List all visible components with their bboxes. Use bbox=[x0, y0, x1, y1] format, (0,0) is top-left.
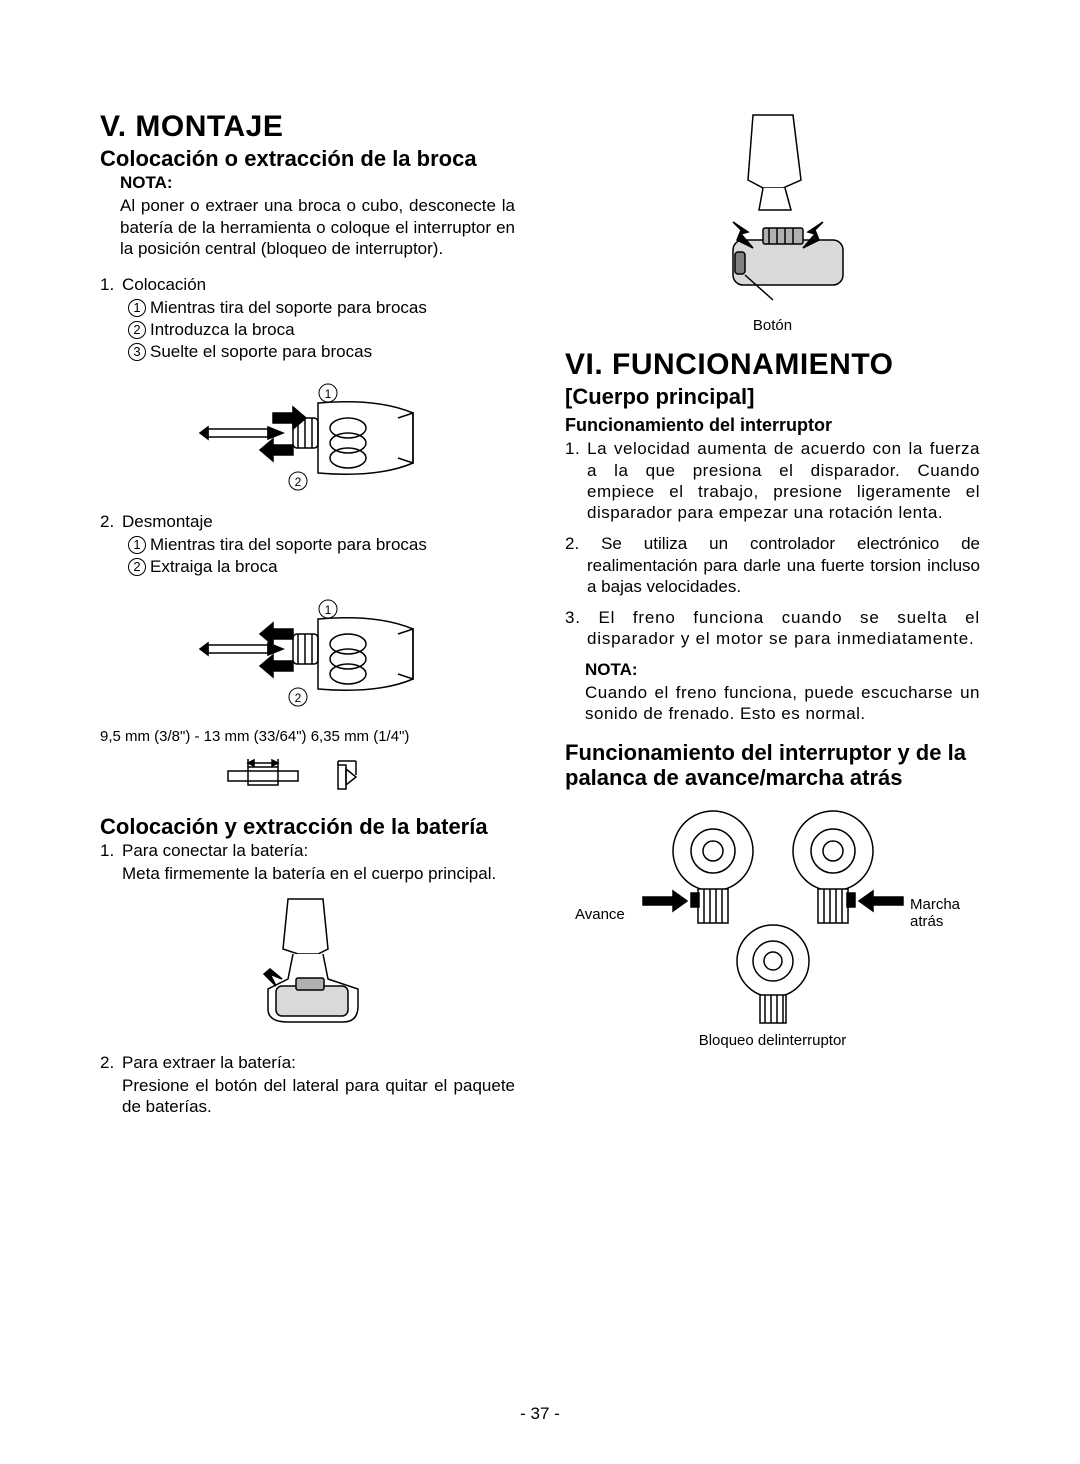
figure-remove-bit: 1 2 bbox=[100, 589, 515, 714]
battery-1-num: 1. bbox=[100, 841, 122, 861]
battery-step-2: 2.Para extraer la batería: bbox=[100, 1053, 515, 1073]
bit-dimensions: 9,5 mm (3/8") - 13 mm (33/64") 6,35 mm (… bbox=[100, 728, 515, 745]
circled-2-icon: 2 bbox=[128, 558, 146, 576]
func-p2: 2. Se utiliza un controlador electrónico… bbox=[565, 533, 980, 597]
lock-label: Bloqueo delinterruptor bbox=[565, 1032, 980, 1049]
step-1-label: Colocación bbox=[122, 275, 206, 294]
figure-attach-bit: 1 2 bbox=[100, 373, 515, 498]
battery-2-body: Presione el botón del lateral para quita… bbox=[122, 1075, 515, 1118]
step-1c-text: Suelte el soporte para brocas bbox=[150, 342, 372, 361]
step-1a: 1Mientras tira del soporte para brocas bbox=[128, 297, 515, 319]
step-2b-text: Extraiga la broca bbox=[150, 557, 278, 576]
step-1c: 3Suelte el soporte para brocas bbox=[128, 341, 515, 363]
subheading-bit-attach: Colocación o extracción de la broca bbox=[100, 146, 515, 171]
svg-text:2: 2 bbox=[294, 475, 301, 489]
svg-text:1: 1 bbox=[324, 387, 331, 401]
boton-label: Botón bbox=[565, 317, 980, 334]
step-2: 2.Desmontaje bbox=[100, 512, 515, 532]
figure-battery-remove: Botón bbox=[565, 110, 980, 334]
figure-fwd-rev: Avance Marcha atrás Bloqueo delinterrupt… bbox=[565, 801, 980, 1049]
battery-1-label: Para conectar la batería: bbox=[122, 841, 308, 860]
page-number: - 37 - bbox=[0, 1404, 1080, 1424]
page-columns: V. MONTAJE Colocación o extracción de la… bbox=[100, 110, 980, 1128]
figure-battery-insert bbox=[100, 894, 515, 1039]
func-p1: 1. La velocidad aumenta de acuerdo con l… bbox=[565, 438, 980, 523]
circled-1-icon: 1 bbox=[128, 299, 146, 317]
section-vi-title: VI. FUNCIONAMIENTO bbox=[565, 348, 980, 382]
circled-3-icon: 3 bbox=[128, 343, 146, 361]
step-1b-text: Introduzca la broca bbox=[150, 320, 295, 339]
battery-2-label: Para extraer la batería: bbox=[122, 1053, 296, 1072]
battery-2-num: 2. bbox=[100, 1053, 122, 1073]
step-2a-text: Mientras tira del soporte para brocas bbox=[150, 535, 427, 554]
nota-body-2: Cuando el freno funciona, puede escuchar… bbox=[585, 682, 980, 725]
right-column: Botón VI. FUNCIONAMIENTO [Cuerpo princip… bbox=[565, 110, 980, 1128]
step-2-label: Desmontaje bbox=[122, 512, 213, 531]
h3-fwd-rev: Funcionamiento del interrup­tor y de la … bbox=[565, 740, 980, 791]
func-p3: 3. El freno funciona cuando se suelta el… bbox=[565, 607, 980, 650]
step-2b: 2Extraiga la broca bbox=[128, 556, 515, 578]
left-column: V. MONTAJE Colocación o extracción de la… bbox=[100, 110, 515, 1128]
svg-text:1: 1 bbox=[324, 603, 331, 617]
svg-text:2: 2 bbox=[294, 691, 301, 705]
step-2a: 1Mientras tira del soporte para brocas bbox=[128, 534, 515, 556]
section-v-title: V. MONTAJE bbox=[100, 110, 515, 144]
reversa-label: Marcha atrás bbox=[910, 896, 980, 930]
nota-body: Al poner o extraer una broca o cubo, des… bbox=[120, 195, 515, 259]
step-2-num: 2. bbox=[100, 512, 122, 532]
avance-label: Avance bbox=[575, 906, 625, 923]
step-1: 1.Colocación bbox=[100, 275, 515, 295]
figure-bit-dims bbox=[100, 755, 515, 800]
battery-step-1: 1.Para conectar la batería: bbox=[100, 841, 515, 861]
step-1-num: 1. bbox=[100, 275, 122, 295]
nota-label-2: NOTA: bbox=[585, 660, 980, 680]
subheading-body: [Cuerpo principal] bbox=[565, 384, 980, 409]
subheading-battery: Colocación y extracción de la batería bbox=[100, 814, 515, 839]
circled-1-icon: 1 bbox=[128, 536, 146, 554]
h3-switch: Funcionamiento del interruptor bbox=[565, 415, 980, 436]
circled-2-icon: 2 bbox=[128, 321, 146, 339]
step-1a-text: Mientras tira del soporte para brocas bbox=[150, 298, 427, 317]
step-1b: 2Introduzca la broca bbox=[128, 319, 515, 341]
nota-label: NOTA: bbox=[120, 173, 515, 193]
battery-1-body: Meta firmemente la batería en el cuerpo … bbox=[122, 863, 515, 884]
